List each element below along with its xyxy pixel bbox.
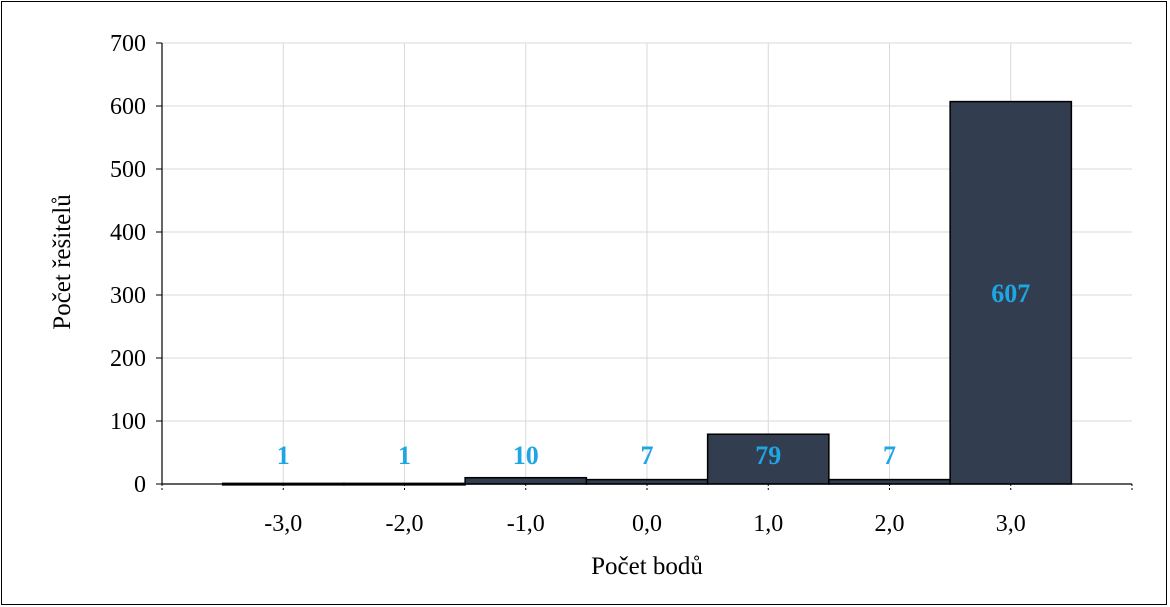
data-label: 79: [755, 441, 781, 470]
bar: [464, 476, 588, 485]
bar: [828, 478, 951, 485]
bar: [949, 100, 1073, 485]
x-tick-label: -2,0: [386, 511, 424, 537]
y-axis-title: Počet řešitelů: [49, 194, 76, 330]
x-tick-labels: -3,0 -2,0 -1,0 0,0 1,0 2,0 3,0: [264, 511, 1026, 537]
y-tick-label: 500: [110, 157, 146, 183]
y-tick-label: 300: [110, 283, 146, 309]
axes: [156, 42, 1133, 492]
data-label: 10: [513, 441, 539, 470]
y-tick-label: 400: [110, 220, 146, 246]
data-label: 607: [991, 279, 1030, 308]
y-tick-label: 200: [110, 346, 146, 372]
y-tick-label: 600: [110, 94, 146, 120]
x-axis-title: Počet bodů: [591, 553, 703, 580]
y-tick-labels: 0 100 200 300 400 500 600 700: [110, 31, 146, 498]
bar: [706, 433, 830, 485]
data-labels: 1 1 10 7 79 7 607: [277, 279, 1031, 470]
data-label: 7: [641, 441, 654, 470]
data-label: 1: [277, 441, 290, 470]
x-tick-label: -3,0: [264, 511, 302, 537]
data-label: 7: [883, 441, 896, 470]
x-tick-label: 3,0: [996, 511, 1026, 537]
x-tick-label: 1,0: [753, 511, 783, 537]
bar: [585, 478, 709, 485]
bars: [221, 100, 1073, 486]
data-label: 1: [398, 441, 411, 470]
x-tick-label: -1,0: [507, 511, 545, 537]
y-tick-label: 100: [110, 409, 146, 435]
x-tick-label: 0,0: [632, 511, 662, 537]
y-tick-label: 700: [110, 31, 146, 57]
x-tick-label: 2,0: [875, 511, 905, 537]
y-tick-label: 0: [134, 472, 146, 498]
